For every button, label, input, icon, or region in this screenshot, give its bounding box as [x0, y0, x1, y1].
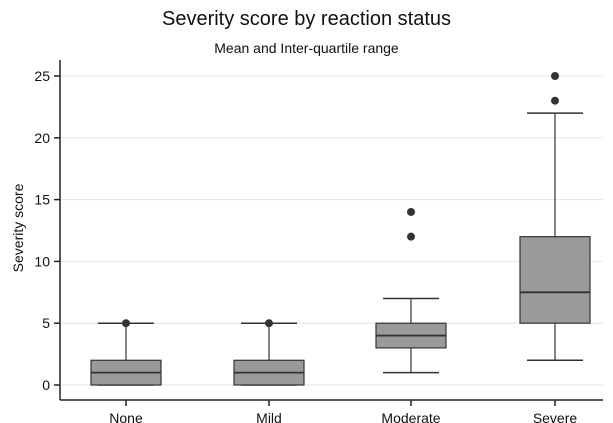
y-tick-label-25: 25	[34, 68, 50, 84]
box-moderate	[375, 207, 447, 374]
outlier-severe-1	[551, 72, 559, 80]
y-tick-label-5: 5	[42, 315, 50, 331]
x-tick-label-mild: Mild	[256, 410, 282, 423]
axes: 0 5 10 15 20 25 None Mild Moderate Severe	[34, 60, 603, 423]
outlier-mild-0	[265, 319, 273, 328]
box-severe	[519, 72, 591, 362]
iqr-box-severe	[519, 236, 591, 324]
x-tick-label-none: None	[109, 410, 143, 423]
y-tick-label-0: 0	[42, 377, 50, 393]
boxes	[90, 72, 591, 386]
y-tick-label-20: 20	[34, 130, 50, 146]
chart-title: Severity score by reaction status	[161, 8, 451, 30]
outlier-severe-0	[551, 96, 559, 105]
outlier-moderate-1	[407, 207, 415, 216]
y-tick-label-10: 10	[34, 253, 50, 269]
box-mild	[233, 319, 305, 386]
outlier-none-0	[122, 319, 130, 328]
grid-lines	[60, 75, 603, 386]
outlier-moderate-0	[407, 232, 415, 241]
x-tick-label-moderate: Moderate	[381, 410, 440, 423]
box-none	[90, 319, 162, 386]
chart-subtitle: Mean and Inter-quartile range	[214, 40, 399, 56]
y-tick-label-15: 15	[34, 192, 50, 208]
y-axis-title: Severity score	[10, 183, 26, 272]
x-tick-label-severe: Severe	[533, 410, 578, 423]
